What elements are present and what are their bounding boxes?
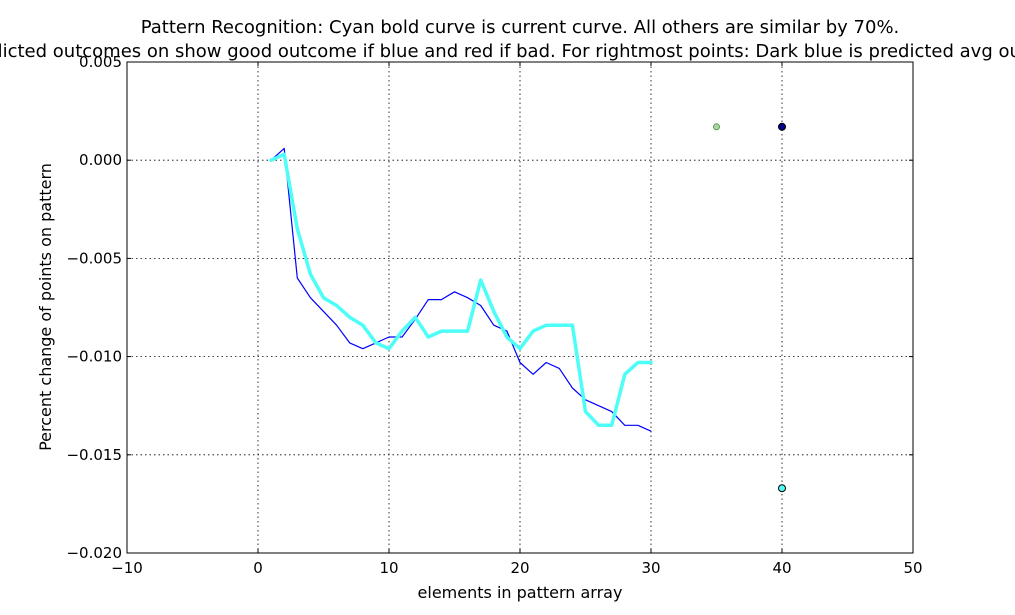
y-tick-label: −0.020 bbox=[66, 544, 122, 562]
x-tick-label: −10 bbox=[111, 559, 143, 577]
y-tick-label: 0.000 bbox=[79, 151, 122, 169]
outcome-point bbox=[778, 122, 786, 131]
outcome-points bbox=[713, 122, 786, 493]
x-tick-label: 50 bbox=[903, 559, 922, 577]
y-axis-label: Percent change of points on pattern bbox=[36, 163, 55, 451]
y-tick-label: −0.005 bbox=[66, 249, 122, 267]
chart-title-line-2: Predicted outcomes on show good outcome … bbox=[0, 41, 1015, 62]
grid-lines bbox=[127, 62, 913, 553]
y-tick-label: −0.015 bbox=[66, 446, 122, 464]
chart-title-line-1: Pattern Recognition: Cyan bold curve is … bbox=[141, 17, 900, 38]
x-tick-label: 20 bbox=[510, 559, 529, 577]
x-tick-label: 10 bbox=[379, 559, 398, 577]
outcome-point bbox=[778, 484, 786, 493]
y-tick-labels: 0.005 0.000 −0.005 −0.010 −0.015 −0.020 bbox=[66, 53, 122, 562]
y-tick-label: −0.010 bbox=[66, 348, 122, 366]
x-tick-label: 30 bbox=[641, 559, 660, 577]
x-tick-labels: −10 0 10 20 30 40 50 bbox=[111, 559, 922, 577]
outcome-point bbox=[713, 123, 720, 131]
x-tick-label: 0 bbox=[253, 559, 263, 577]
plot-frame bbox=[126, 61, 914, 554]
x-axis-label: elements in pattern array bbox=[418, 583, 623, 602]
x-tick-label: 40 bbox=[772, 559, 791, 577]
current-pattern-line bbox=[269, 152, 653, 428]
y-tick-label: 0.005 bbox=[79, 53, 122, 71]
similar-pattern-line bbox=[270, 147, 652, 432]
axis-ticks bbox=[126, 61, 914, 554]
data-series bbox=[269, 147, 653, 432]
